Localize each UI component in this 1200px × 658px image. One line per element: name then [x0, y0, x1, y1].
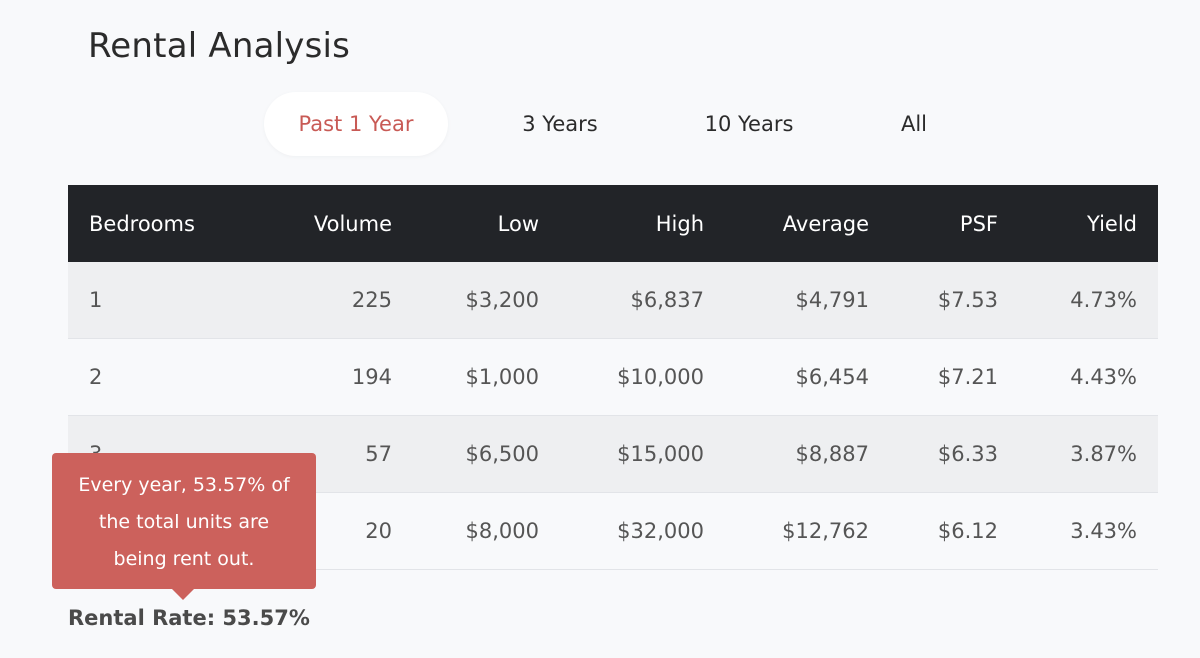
- rental-rate-label[interactable]: Rental Rate: 53.57%: [68, 606, 310, 630]
- table-row: 2 194 $1,000 $10,000 $6,454 $7.21 4.43%: [68, 338, 1158, 416]
- cell-average: $4,791: [725, 262, 890, 339]
- cell-average: $12,762: [725, 492, 890, 570]
- column-header-average[interactable]: Average: [782, 211, 869, 236]
- column-header-high[interactable]: High: [655, 211, 704, 236]
- period-tabs: Past 1 Year 3 Years 10 Years All: [264, 92, 984, 156]
- column-header-low[interactable]: Low: [497, 211, 539, 236]
- cell-bedrooms: 2: [68, 338, 238, 416]
- cell-yield: 4.73%: [1019, 262, 1158, 339]
- tooltip-line: being rent out.: [113, 548, 255, 570]
- cell-volume: 225: [238, 262, 413, 339]
- cell-high: $10,000: [560, 338, 725, 416]
- cell-psf: $6.12: [890, 492, 1019, 570]
- column-header-bedrooms[interactable]: Bedrooms: [89, 211, 195, 236]
- column-header-psf[interactable]: PSF: [959, 211, 998, 236]
- cell-psf: $7.53: [890, 262, 1019, 339]
- tab-3-years[interactable]: 3 Years: [522, 112, 598, 136]
- cell-yield: 4.43%: [1019, 338, 1158, 416]
- page-title: Rental Analysis: [88, 26, 351, 66]
- cell-high: $6,837: [560, 262, 725, 339]
- cell-low: $3,200: [413, 262, 560, 339]
- column-header-yield[interactable]: Yield: [1087, 211, 1137, 236]
- cell-low: $1,000: [413, 338, 560, 416]
- cell-average: $6,454: [725, 338, 890, 416]
- tooltip-line: Every year, 53.57% of: [78, 474, 290, 496]
- table-row: 1 225 $3,200 $6,837 $4,791 $7.53 4.73%: [68, 262, 1158, 339]
- cell-psf: $7.21: [890, 338, 1019, 416]
- cell-yield: 3.43%: [1019, 492, 1158, 570]
- tooltip-arrow-icon: [172, 589, 194, 600]
- rental-rate-tooltip: Every year, 53.57% of the total units ar…: [52, 453, 316, 589]
- cell-yield: 3.87%: [1019, 415, 1158, 493]
- cell-low: $8,000: [413, 492, 560, 570]
- tab-all[interactable]: All: [900, 112, 928, 136]
- cell-high: $15,000: [560, 415, 725, 493]
- tab-10-years[interactable]: 10 Years: [704, 112, 794, 136]
- cell-bedrooms: 1: [68, 262, 238, 339]
- rental-table: Bedrooms Volume Low High Average PSF Yie…: [68, 185, 1158, 570]
- cell-low: $6,500: [413, 415, 560, 493]
- column-header-volume[interactable]: Volume: [313, 211, 392, 236]
- table-header-row: Bedrooms Volume Low High Average PSF Yie…: [68, 185, 1158, 262]
- cell-high: $32,000: [560, 492, 725, 570]
- tab-past-1-year[interactable]: Past 1 Year: [264, 92, 448, 156]
- cell-average: $8,887: [725, 415, 890, 493]
- tooltip-line: the total units are: [98, 511, 270, 533]
- cell-volume: 194: [238, 338, 413, 416]
- cell-psf: $6.33: [890, 415, 1019, 493]
